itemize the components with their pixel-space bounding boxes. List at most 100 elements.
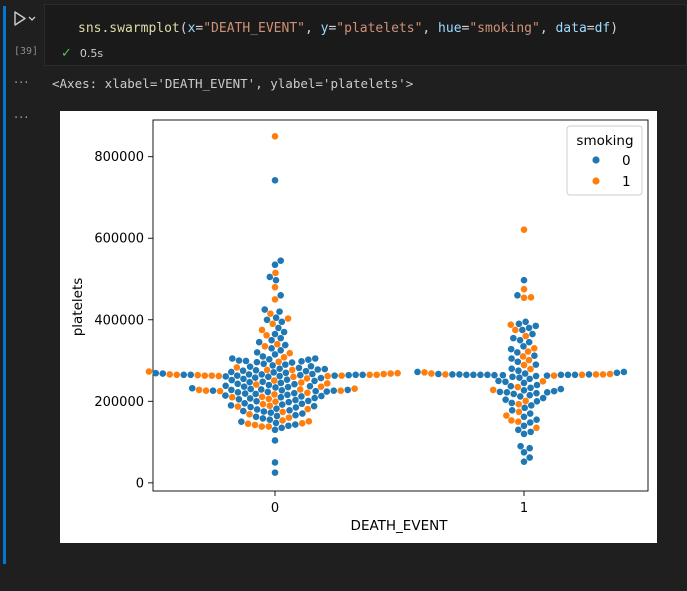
data-point-smoking-0 <box>268 345 275 352</box>
data-point-smoking-0 <box>239 407 247 415</box>
data-point-smoking-0 <box>522 318 529 326</box>
data-point-smoking-0 <box>299 410 306 417</box>
code-line[interactable]: sns.swarmplot(x="DEATH_EVENT", y="platel… <box>78 21 619 36</box>
data-point-smoking-0 <box>526 419 534 426</box>
data-point-smoking-1 <box>263 366 271 374</box>
data-point-smoking-1 <box>145 368 153 375</box>
check-icon: ✓ <box>61 46 72 61</box>
data-point-smoking-1 <box>258 423 266 430</box>
data-point-smoking-0 <box>241 390 249 397</box>
data-point-smoking-0 <box>281 341 289 349</box>
data-point-smoking-1 <box>520 361 528 369</box>
data-point-smoking-1 <box>252 381 260 388</box>
y-axis: 0 200000 400000 600000 800000 <box>94 150 153 491</box>
data-point-smoking-0 <box>276 372 283 380</box>
data-point-smoking-1 <box>202 387 210 395</box>
data-point-smoking-0 <box>533 416 540 423</box>
data-point-smoking-0 <box>253 406 261 413</box>
data-point-smoking-0 <box>273 405 280 412</box>
data-point-smoking-0 <box>520 422 528 430</box>
data-point-smoking-0 <box>255 338 263 346</box>
data-point-smoking-1 <box>519 353 527 360</box>
data-point-smoking-0 <box>266 416 274 423</box>
data-point-smoking-0 <box>271 351 279 358</box>
data-point-smoking-0 <box>277 347 285 354</box>
output-more-actions-button[interactable]: ··· <box>14 76 29 91</box>
data-point-smoking-0 <box>543 389 551 396</box>
y-tick-label: 800000 <box>94 150 144 165</box>
legend-label-0: 0 <box>622 153 631 169</box>
data-point-smoking-1 <box>515 408 523 416</box>
data-point-smoking-0 <box>285 422 292 430</box>
data-point-smoking-0 <box>516 393 524 400</box>
data-point-smoking-0 <box>507 382 515 390</box>
data-point-smoking-0 <box>247 403 254 411</box>
data-point-smoking-1 <box>173 371 181 379</box>
data-point-smoking-1 <box>271 296 279 303</box>
data-point-smoking-1 <box>288 366 296 374</box>
data-point-smoking-0 <box>292 421 299 428</box>
run-cell-button[interactable] <box>13 10 36 30</box>
data-point-smoking-0 <box>306 382 314 390</box>
data-point-smoking-0 <box>253 398 260 405</box>
data-point-smoking-0 <box>188 384 196 392</box>
data-point-smoking-0 <box>539 394 547 402</box>
data-point-smoking-0 <box>507 345 515 353</box>
data-point-smoking-0 <box>246 395 254 402</box>
data-point-smoking-1 <box>428 370 435 377</box>
code-arg-key: hue <box>438 21 462 36</box>
plot-more-actions-button[interactable]: ··· <box>14 111 29 126</box>
data-point-smoking-1 <box>533 424 540 432</box>
data-point-smoking-1 <box>269 320 277 328</box>
data-point-smoking-0 <box>318 392 325 400</box>
data-point-smoking-0 <box>235 395 243 403</box>
data-point-smoking-0 <box>314 366 322 373</box>
data-point-smoking-0 <box>234 389 242 396</box>
data-point-smoking-0 <box>246 363 254 370</box>
data-point-smoking-0 <box>502 378 509 386</box>
data-point-smoking-0 <box>252 413 260 421</box>
data-point-smoking-1 <box>284 315 292 322</box>
data-point-smoking-0 <box>515 367 522 375</box>
data-point-smoking-1 <box>515 400 523 408</box>
data-point-smoking-1 <box>261 342 269 350</box>
y-tick-label: 400000 <box>94 313 144 328</box>
data-point-smoking-1 <box>271 283 279 291</box>
data-point-smoking-0 <box>321 365 329 373</box>
data-point-smoking-0 <box>526 391 534 399</box>
data-point-smoking-0 <box>278 318 286 326</box>
data-point-smoking-0 <box>246 378 253 386</box>
data-point-smoking-0 <box>571 371 579 379</box>
data-point-smoking-0 <box>261 306 269 313</box>
data-point-smoking-0 <box>508 399 516 407</box>
data-point-smoking-0 <box>277 292 285 299</box>
data-point-smoking-0 <box>514 349 521 356</box>
data-point-smoking-1 <box>272 269 279 277</box>
data-point-smoking-0 <box>514 358 522 366</box>
data-point-smoking-0 <box>209 387 217 395</box>
data-point-smoking-0 <box>180 371 188 379</box>
data-point-smoking-0 <box>298 400 306 408</box>
data-point-smoking-0 <box>241 400 248 407</box>
execution-status: ✓ 0.5s <box>61 46 103 61</box>
code-arg-value: df <box>594 21 611 36</box>
code-cell-editor[interactable]: sns.swarmplot(x="DEATH_EVENT", y="platel… <box>44 4 687 66</box>
data-point-smoking-0 <box>311 394 318 402</box>
data-point-smoking-1 <box>599 371 607 378</box>
data-point-smoking-1 <box>266 402 274 410</box>
data-point-smoking-0 <box>520 458 528 465</box>
data-point-smoking-0 <box>292 404 300 411</box>
data-point-smoking-0 <box>520 448 528 456</box>
data-point-smoking-1 <box>195 386 203 394</box>
data-point-smoking-0 <box>449 371 456 378</box>
data-point-smoking-0 <box>520 430 528 438</box>
data-point-smoking-1 <box>194 371 202 379</box>
data-point-smoking-0 <box>282 361 289 368</box>
code-arg-value: "platelets" <box>336 21 423 36</box>
data-point-smoking-0 <box>520 387 528 394</box>
chevron-down-icon[interactable] <box>28 16 36 21</box>
data-point-smoking-0 <box>526 375 534 383</box>
data-point-smoking-0 <box>527 402 535 409</box>
execution-count: [39] <box>14 46 39 57</box>
